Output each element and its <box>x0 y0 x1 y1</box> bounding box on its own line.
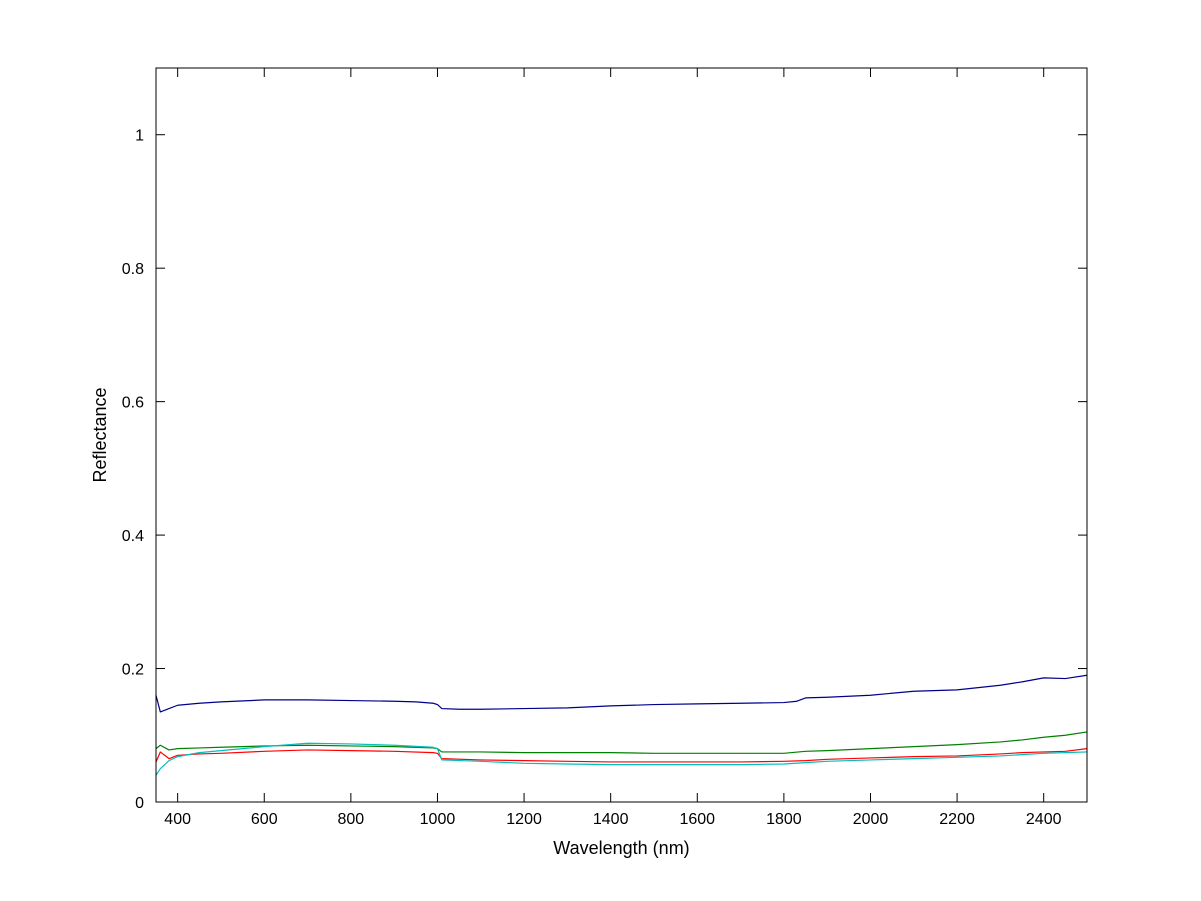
series-line-2 <box>155 731 1088 754</box>
x-axis-label: Wavelength (nm) <box>553 838 689 858</box>
x-tick-label: 600 <box>251 811 278 828</box>
y-axis: 0 0.2 0.4 0.6 0.8 1 <box>122 128 1087 812</box>
x-tick-label: 1800 <box>766 811 802 828</box>
x-axis: 400 600 800 1000 1200 1400 1600 1800 2000 2200 240… <box>164 68 1062 828</box>
x-tick-label: 2400 <box>1026 811 1062 828</box>
plot-series-group <box>155 674 1088 776</box>
y-axis-label: Reflectance <box>90 387 110 482</box>
x-tick-label: 400 <box>164 811 191 828</box>
series-line-1 <box>155 674 1088 713</box>
y-tick-label: 0.8 <box>122 261 144 278</box>
x-tick-label: 1000 <box>420 811 456 828</box>
x-tick-label: 1200 <box>506 811 542 828</box>
plot-frame <box>155 67 1088 803</box>
x-tick-label: 2000 <box>853 811 889 828</box>
y-tick-label: 0 <box>135 795 144 812</box>
x-tick-label: 800 <box>338 811 365 828</box>
y-tick-label: 0.2 <box>122 662 144 679</box>
x-tick-label: 1400 <box>593 811 629 828</box>
x-tick-label: 1600 <box>679 811 715 828</box>
y-tick-label: 1 <box>135 128 144 145</box>
series-line-3 <box>155 748 1088 763</box>
x-tick-label: 2200 <box>939 811 975 828</box>
y-tick-label: 0.4 <box>122 528 144 545</box>
y-tick-label: 0.6 <box>122 395 144 412</box>
series-line-4 <box>155 742 1088 776</box>
